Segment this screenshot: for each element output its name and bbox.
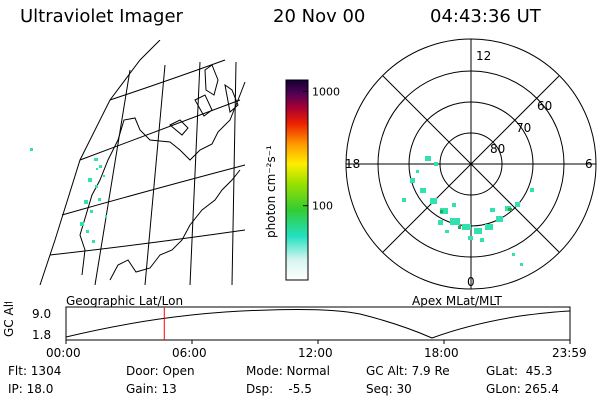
- mlt-label-12: 12: [476, 49, 491, 63]
- mlt-label-18: 18: [345, 157, 360, 171]
- geo-longitude: GLon: 265.4: [486, 382, 559, 396]
- colorbar-ticks: 1000 100: [303, 85, 340, 213]
- altitude-axis-label: GC Alt: [2, 302, 16, 337]
- coastline: [79, 64, 246, 281]
- door-status: Door: Open: [126, 364, 195, 378]
- colorbar-gradient: [285, 79, 309, 281]
- polar-diagonal-2: [382, 75, 560, 253]
- polar-aurora-bright: [440, 208, 512, 229]
- longitude-line-1: [94, 69, 131, 285]
- xtick-2359: 23:59: [552, 346, 587, 360]
- altitude-curve: [65, 309, 571, 339]
- mlt-label-6: 6: [585, 157, 593, 171]
- polar-aurora-emission: [402, 156, 534, 266]
- flight-number: Flt: 1304: [8, 364, 62, 378]
- gain-value: Gain: 13: [126, 382, 177, 396]
- latitude-line-1: [49, 229, 246, 256]
- longitude-line-3: [189, 61, 201, 285]
- altitude-xticks-marks: [65, 340, 571, 344]
- xtick-0000: 00:00: [46, 346, 81, 360]
- colorbar-tick-label: 100: [312, 200, 333, 213]
- ip-value: IP: 18.0: [8, 382, 54, 396]
- xtick-0600: 06:00: [172, 346, 207, 360]
- altitude-ytick-high: 9.0: [32, 307, 51, 321]
- mlt-label-0: 0: [467, 275, 475, 289]
- geo-panel-label: Geographic Lat/Lon: [66, 294, 184, 308]
- mode-value: Mode: Normal: [246, 364, 330, 378]
- latitude-line-2: [61, 164, 246, 216]
- altitude-timeline: GC Alt 9.0 1.8 00:00 06:00 12:00 18:00 2…: [2, 302, 587, 360]
- altitude-ytick-low: 1.8: [32, 328, 51, 342]
- map-boundary-left: [39, 40, 161, 285]
- colorbar-unit-label: photon cm⁻²s⁻¹: [264, 145, 278, 238]
- polar-plot: 60 70 80 12 18 6 0: [345, 38, 597, 290]
- geo-latitude: GLat: 45.3: [486, 364, 553, 378]
- lat-label-80: 80: [490, 142, 505, 156]
- sequence-number: Seq: 30: [366, 382, 412, 396]
- longitude-line-2: [144, 64, 166, 285]
- colorbar: photon cm⁻²s⁻¹ 1000 100: [264, 79, 340, 281]
- lat-label-60: 60: [537, 99, 552, 113]
- latitude-line-4: [109, 59, 226, 101]
- dsp-value: Dsp: -5.5: [246, 382, 312, 396]
- observation-date: 20 Nov 00: [273, 6, 366, 27]
- lat-label-70: 70: [516, 121, 531, 135]
- colorbar-tick-label: 1000: [312, 85, 340, 98]
- gc-altitude: GC Alt: 7.9 Re: [366, 364, 450, 378]
- polar-panel-label: Apex MLat/MLT: [412, 294, 502, 308]
- altitude-plot-frame: [65, 306, 571, 341]
- observation-time: 04:43:36 UT: [430, 6, 541, 27]
- latitude-line-3: [79, 99, 241, 161]
- instrument-title: Ultraviolet Imager: [20, 6, 183, 27]
- geographic-map: [30, 40, 246, 285]
- xtick-1800: 18:00: [424, 346, 459, 360]
- map-aurora-emission: [30, 148, 107, 243]
- xtick-1200: 12:00: [298, 346, 333, 360]
